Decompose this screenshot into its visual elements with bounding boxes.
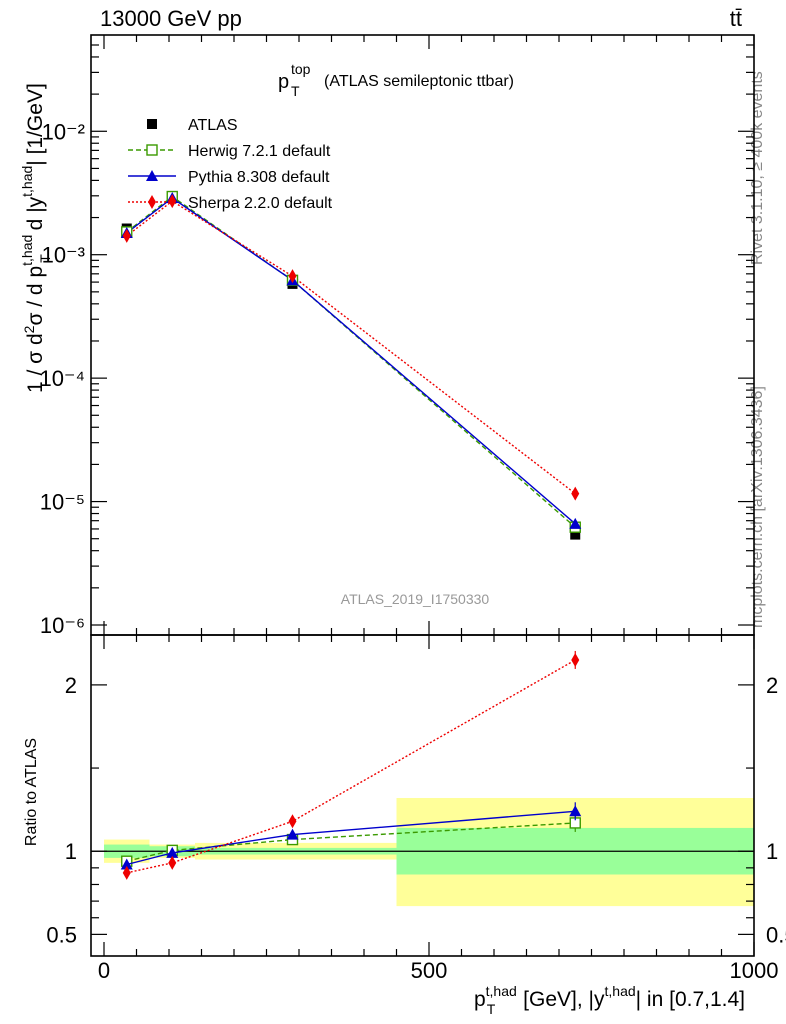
- y-axis-label-ratio: Ratio to ATLAS: [23, 738, 40, 846]
- legend-marker-pythia: [146, 170, 158, 181]
- ratio-y-tick-label-right: 1: [766, 839, 778, 864]
- ratio-line-pythia: [126, 810, 576, 866]
- y-axis-label-main: 1 / σ d2σ / d pt,had T d |yt,had| [1/GeV]: [19, 83, 53, 393]
- legend-marker-sherpa: [148, 195, 156, 209]
- ratio-y-tick-label-left: 2: [65, 673, 77, 698]
- legend: ATLAS Herwig 7.2.1 default Pythia 8.308 de…: [128, 117, 333, 212]
- legend-marker-herwig: [146, 144, 158, 156]
- plot-title-main: p: [278, 71, 289, 93]
- legend-label-sherpa: Sherpa 2.2.0 default: [188, 195, 333, 212]
- ratio-y-tick-label-left: 1: [65, 839, 77, 864]
- ratio-point-pythia: [166, 846, 179, 858]
- ratio-frame: [90, 634, 755, 957]
- ratio-point-sherpa: [168, 855, 177, 870]
- ratio-y-tick-label-right: 2: [766, 673, 778, 698]
- point-data: [570, 529, 581, 540]
- legend-label-data: ATLAS: [188, 117, 238, 134]
- series-line-sherpa: [126, 200, 576, 495]
- x-tick-label: 1000: [730, 958, 779, 983]
- main-panel: 10⁻⁶ 10⁻⁵ 10⁻⁴ 10⁻³ 10⁻²: [39, 34, 755, 638]
- legend-marker-data: [147, 119, 157, 129]
- series-line-pythia: [126, 197, 576, 525]
- point-sherpa: [168, 194, 177, 209]
- process-label: tt̄: [730, 6, 742, 31]
- x-tick-label: 0: [98, 958, 110, 983]
- plot-title-suffix: (ATLAS semileptonic ttbar): [324, 73, 514, 90]
- y-tick-label-main: 10⁻⁶: [40, 613, 85, 638]
- ratio-y-tick-label-left: 0.5: [46, 922, 77, 947]
- ratio-point-sherpa: [122, 865, 131, 880]
- ratio-panel: 0 500 1000 0.5 0.5 1 1 2 2: [46, 634, 786, 983]
- plot-title-sub: T: [291, 83, 300, 99]
- point-pythia: [569, 517, 582, 529]
- x-tick-label: 500: [411, 958, 448, 983]
- ratio-point-sherpa: [571, 652, 580, 667]
- point-sherpa: [571, 486, 580, 501]
- analysis-label: ATLAS_2019_I1750330: [341, 591, 490, 607]
- y-tick-label-main: 10⁻⁵: [40, 490, 85, 515]
- y-tick-label-main: 10⁻⁴: [39, 366, 85, 391]
- ratio-point-pythia: [569, 805, 582, 817]
- ratio-line-sherpa: [126, 659, 576, 874]
- ylabel-part1: 1 / σ d: [24, 333, 47, 393]
- point-sherpa: [288, 269, 297, 284]
- series-line-herwig: [126, 195, 576, 528]
- ratio-point-sherpa: [288, 814, 297, 829]
- ratio-point-pythia: [286, 828, 299, 840]
- legend-label-pythia: Pythia 8.308 default: [188, 169, 330, 186]
- plot-title: p top T (ATLAS semileptonic ttbar): [278, 61, 514, 99]
- point-sherpa: [122, 228, 131, 243]
- ratio-y-tick-label-right: 0.5: [766, 922, 786, 947]
- energy-label: 13000 GeV pp: [100, 6, 242, 31]
- ratio-point-pythia: [120, 858, 133, 870]
- plot-title-sup: top: [291, 61, 311, 77]
- x-axis-label: pt,had T [GeV], |yt,had| in [0.7,1.4]: [474, 983, 745, 1017]
- y-tick-label-main: 10⁻²: [42, 119, 85, 144]
- legend-label-herwig: Herwig 7.2.1 default: [188, 143, 331, 160]
- y-tick-label-main: 10⁻³: [42, 243, 85, 268]
- ratio-line-herwig: [126, 822, 576, 862]
